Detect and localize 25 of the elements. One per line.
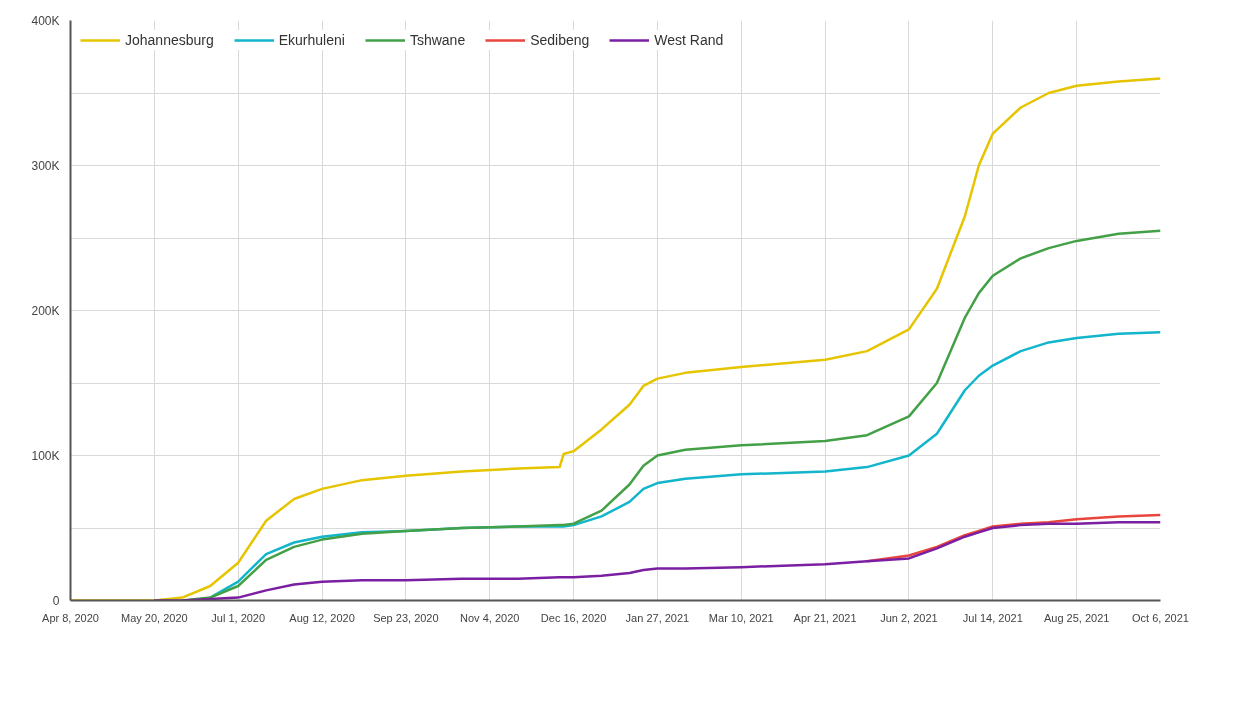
x-tick-label: Dec 16, 2020 — [540, 611, 607, 624]
x-tick-label: Jan 27, 2021 — [625, 611, 690, 624]
y-tick-label: 100K — [31, 448, 60, 463]
x-tick-label: Apr 21, 2021 — [793, 611, 857, 624]
x-tick-label: Jul 1, 2020 — [211, 611, 266, 624]
legend-label: Sedibeng — [530, 32, 590, 48]
legend-label: Johannesburg — [125, 32, 214, 48]
x-tick-label: Jul 14, 2021 — [962, 611, 1023, 624]
y-tick-label: 400K — [31, 13, 60, 28]
x-tick-label: Sep 23, 2020 — [373, 611, 439, 624]
x-tick-label: Mar 10, 2021 — [708, 611, 774, 624]
x-tick-label: Apr 8, 2020 — [42, 611, 99, 624]
legend-label: Tshwane — [409, 32, 466, 48]
x-tick-label: Jun 2, 2021 — [880, 611, 938, 624]
y-tick-label: 200K — [31, 303, 60, 318]
x-tick-label: May 20, 2020 — [121, 611, 188, 624]
x-tick-label: Aug 12, 2020 — [289, 611, 355, 624]
y-tick-label: 300K — [31, 158, 60, 173]
legend-label: West Rand — [654, 32, 724, 48]
y-tick-label: 0 — [52, 593, 60, 608]
x-tick-label: Aug 25, 2021 — [1043, 611, 1110, 624]
legend-label: Ekurhuleni — [278, 32, 345, 48]
x-tick-label: Oct 6, 2021 — [1132, 611, 1189, 624]
line-series — [153, 520, 1161, 601]
x-tick-label: Nov 4, 2020 — [460, 611, 520, 624]
